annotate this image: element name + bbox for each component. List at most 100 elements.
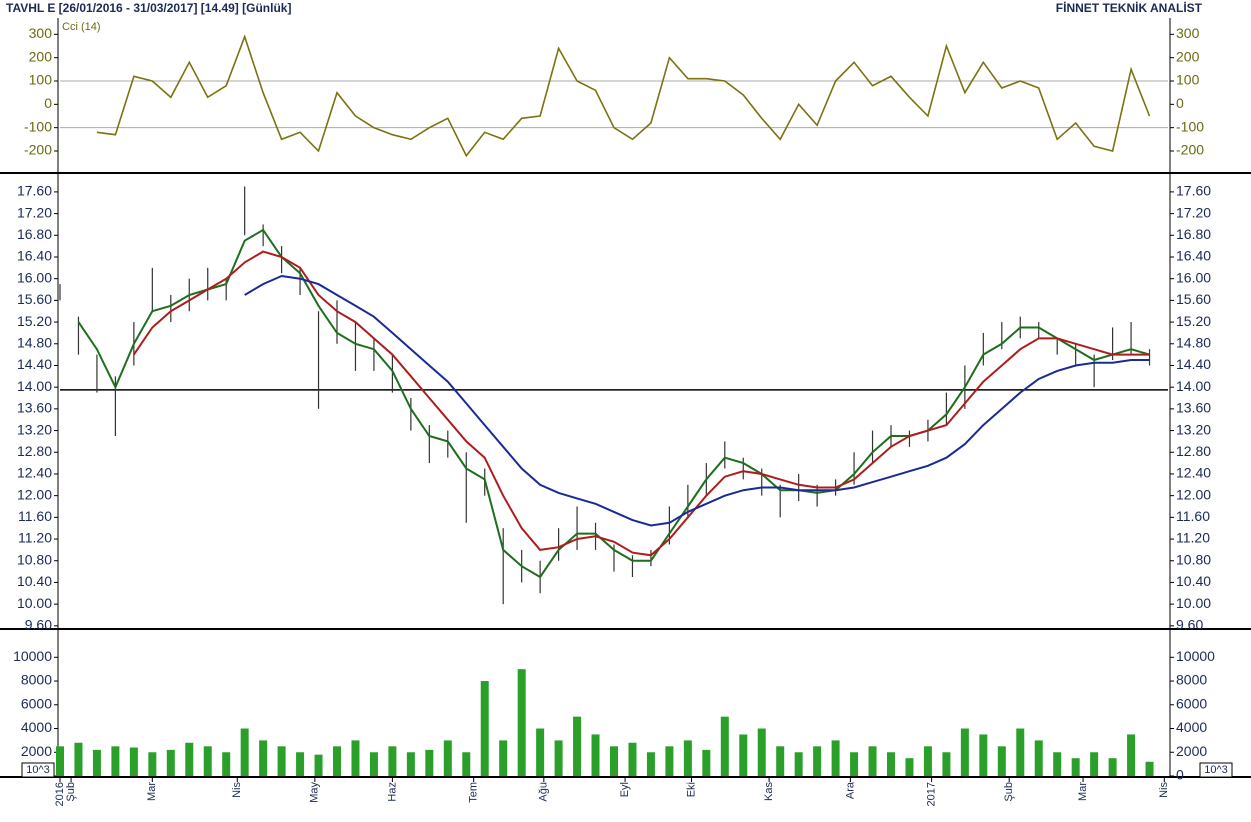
x-tick-label: Eyl [619,782,631,797]
y-tick-label: -100 [1176,118,1204,134]
y-tick-label: 10.00 [1176,595,1211,611]
moving-average [244,274,1150,527]
volume-bar [1090,752,1099,776]
y-tick-label: 12.80 [1176,443,1211,459]
volume-bar [56,746,64,776]
y-tick-label: 17.20 [1176,204,1211,220]
volume-bar [443,740,452,776]
y-tick-label: 10000 [13,648,52,664]
volume-bar [111,746,120,776]
y-tick-label: 0 [1176,95,1184,111]
y-tick-label: 200 [29,48,53,64]
volume-bar [905,758,914,776]
x-tick-label: 2016 [54,782,66,806]
brand: FİNNET TEKNİK ANALİST [1056,0,1203,15]
volume-bar [1053,752,1062,776]
y-tick-label: 15.20 [17,313,52,329]
volume-bar [148,752,157,776]
y-tick-label: 11.20 [1176,530,1210,546]
y-tick-label: 12.00 [17,486,52,502]
y-tick-label: 16.80 [17,226,52,242]
volume-bar [499,740,508,776]
y-tick-label: 10.80 [17,551,52,567]
volume-bar [942,752,951,776]
volume-bar [296,752,305,776]
x-tick-label: Tem [468,782,480,803]
volume-bar [1016,728,1025,776]
y-tick-label: 17.60 [17,183,52,199]
volume-bar [646,752,655,776]
volume-bar [203,746,212,776]
y-tick-label: 14.00 [17,378,52,394]
unit-label: 10^3 [26,764,50,776]
y-tick-label: 8000 [1176,672,1207,688]
unit-box [1199,762,1233,778]
y-tick-label: 14.00 [1176,378,1211,394]
y-tick-label: 2000 [21,743,52,759]
y-tick-label: 8000 [21,672,52,688]
volume-bar [314,754,323,776]
volume-bar [480,681,489,776]
y-tick-label: 12.00 [1176,486,1211,502]
volume-bar [979,734,988,776]
y-tick-label: 2000 [1176,743,1207,759]
y-tick-label: 4000 [1176,719,1207,735]
y-tick-label: 13.20 [17,421,52,437]
volume-bar [536,728,545,776]
y-tick-label: 14.40 [17,356,52,372]
y-tick-label: 13.60 [17,400,52,416]
volume-bar [351,740,360,776]
volume-bar [369,752,378,776]
volume-bar [887,752,895,776]
volume-bar [74,742,83,776]
unit-label: 10^3 [1204,764,1228,776]
y-tick-label: 6000 [21,695,52,711]
y-tick-label: 0 [1176,767,1184,783]
y-tick-label: 12.80 [17,443,52,459]
y-tick-label: -100 [24,118,52,134]
volume-bar [1071,758,1080,776]
volume-bar [462,752,471,776]
cci-line [96,34,1151,158]
x-tick-label: Nis [1158,782,1170,798]
volume-bar [129,747,138,776]
y-tick-label: 16.80 [1176,226,1211,242]
volume-bar [997,746,1006,776]
y-tick-label: 17.20 [17,204,52,220]
volume-bar [1108,758,1117,776]
y-tick-label: 0 [44,95,52,111]
y-tick-label: 10000 [1176,648,1215,664]
y-tick-label: 100 [1176,72,1200,88]
volume-bar [240,728,249,776]
volume-bar [665,746,674,776]
volume-bar [388,746,397,776]
volume-bar [702,749,711,776]
volume-bar [333,746,341,776]
y-tick-label: 4000 [21,719,52,735]
x-tick-label: Şub [65,782,77,802]
y-tick-label: 200 [1176,48,1200,64]
y-tick-label: 6000 [1176,695,1207,711]
y-tick-label: 14.40 [1176,356,1211,372]
volume-bar [185,742,194,776]
y-tick-label: 300 [29,25,53,41]
volume-bar [628,742,637,776]
volume-bar [813,746,822,776]
indicator-label: Cci (14) [62,21,101,33]
y-tick-label: 15.60 [17,291,52,307]
y-tick-label: 11.60 [18,508,52,524]
x-tick-label: Kas [763,782,775,801]
panel: 17.60 17.60 17.20 17.20 16.80 16.80 16.40 16.40… [0,174,1251,633]
x-tick-label: Mar [1077,782,1089,801]
y-tick-label: 300 [1176,25,1200,41]
moving-average [133,250,1150,557]
volume-bar [683,740,692,776]
volume-bar [517,669,526,776]
volume-bar [259,740,268,776]
x-tick-label: Ağu [538,782,550,802]
volume-bar [960,728,969,776]
volume-bar [166,749,175,776]
cci-panel: Cci (14) 300 300 200 200 100 100 0 0 -100 -100 -20… [0,18,1251,174]
